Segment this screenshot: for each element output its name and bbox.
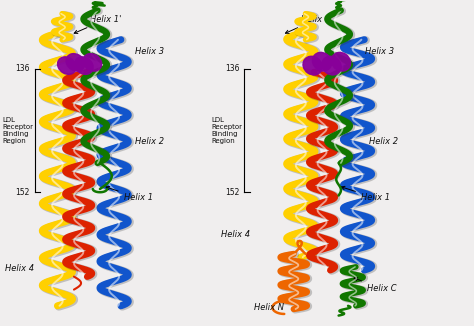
Text: Helix 4: Helix 4 bbox=[221, 230, 251, 239]
Text: Helix 3: Helix 3 bbox=[136, 47, 164, 55]
Text: Helix 1: Helix 1 bbox=[106, 186, 153, 202]
Text: Helix 1': Helix 1' bbox=[285, 15, 332, 33]
Ellipse shape bbox=[331, 52, 351, 71]
Text: LDL
Receptor
Binding
Region: LDL Receptor Binding Region bbox=[211, 117, 242, 144]
Text: Helix 4: Helix 4 bbox=[5, 264, 35, 273]
Text: Helix C: Helix C bbox=[354, 278, 397, 293]
Text: 136: 136 bbox=[16, 64, 30, 73]
Text: Helix N: Helix N bbox=[254, 303, 283, 312]
Ellipse shape bbox=[322, 56, 341, 75]
Ellipse shape bbox=[66, 53, 85, 71]
Text: Helix 2: Helix 2 bbox=[369, 137, 399, 146]
Text: 136: 136 bbox=[225, 64, 239, 73]
Text: Helix 3: Helix 3 bbox=[365, 47, 394, 55]
Ellipse shape bbox=[57, 57, 76, 74]
Text: Helix 2: Helix 2 bbox=[136, 137, 164, 146]
Text: LDL
Receptor
Binding
Region: LDL Receptor Binding Region bbox=[2, 117, 33, 144]
Ellipse shape bbox=[312, 52, 332, 71]
Ellipse shape bbox=[303, 56, 322, 75]
Ellipse shape bbox=[83, 53, 102, 71]
Ellipse shape bbox=[74, 57, 93, 74]
Text: Helix 1': Helix 1' bbox=[74, 15, 122, 34]
Text: 152: 152 bbox=[225, 188, 239, 197]
Text: Helix 1: Helix 1 bbox=[341, 186, 390, 202]
Text: 152: 152 bbox=[16, 188, 30, 197]
